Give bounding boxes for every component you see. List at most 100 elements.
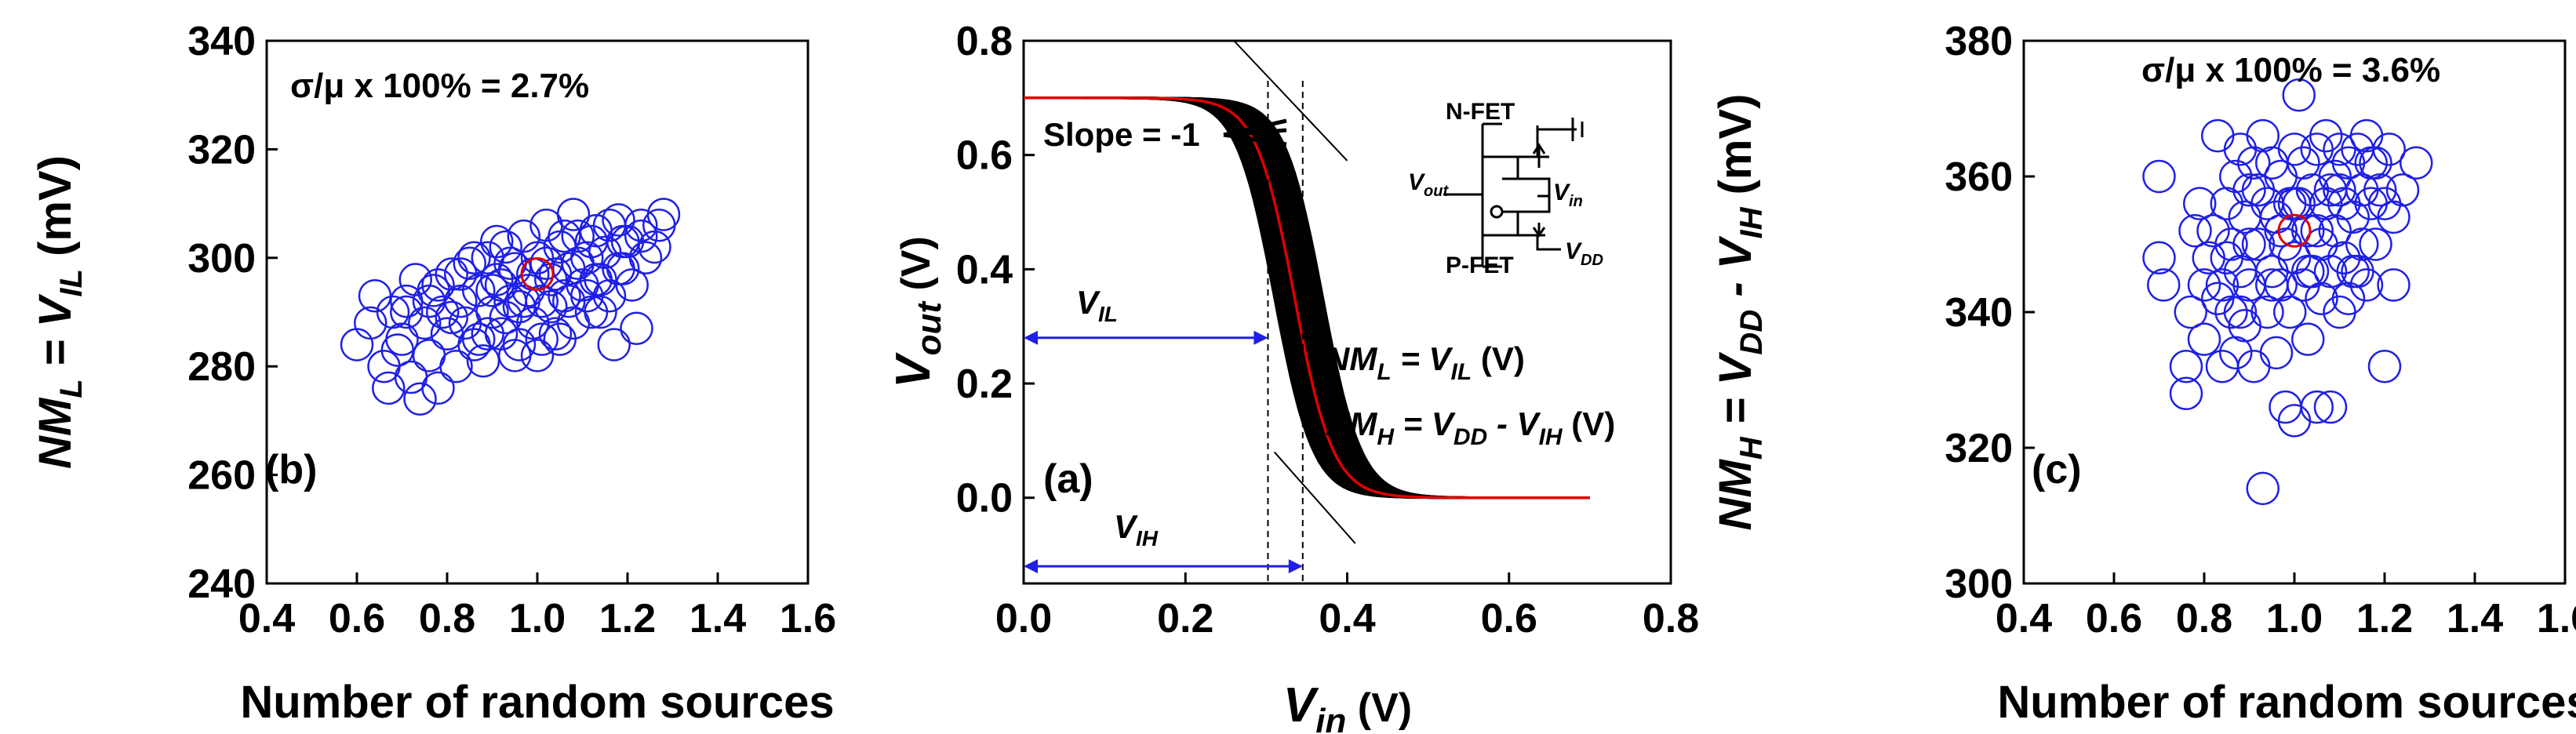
data-point	[2241, 173, 2276, 207]
x-tick-label-b: 1.0	[509, 596, 566, 641]
x-tick-label-c: 0.4	[1996, 596, 2052, 641]
scatter-points-c	[2142, 78, 2433, 506]
x-axis-label-b: Number of random sources	[240, 677, 834, 728]
y-tick-label-c: 300	[1945, 561, 2013, 607]
y-tick-label-c: 340	[1945, 290, 2013, 336]
vout-schematic-label: Vout	[1408, 169, 1449, 200]
data-point	[2250, 295, 2284, 329]
pfet-label: P-FET	[1446, 253, 1514, 278]
vih-arrow-head-right	[1288, 559, 1303, 574]
data-point	[2313, 390, 2348, 424]
data-point	[525, 322, 558, 356]
vil-arrow-head-left	[1024, 330, 1038, 345]
data-point	[2219, 336, 2253, 370]
chart-panel-a: 0.0 0.2 0.4 0.6 0.8 0.0 0.2 0.4 0.6 0.8 Slope = …	[886, 19, 1699, 734]
data-point	[2377, 268, 2410, 302]
data-point	[2214, 295, 2248, 329]
data-point	[2214, 227, 2248, 261]
x-tick-label-c: 1.2	[2356, 596, 2413, 641]
data-point	[403, 382, 437, 416]
data-point	[2187, 268, 2221, 302]
data-point	[2291, 254, 2325, 289]
data-point	[2313, 173, 2348, 207]
schematic-arrow-up	[1532, 143, 1546, 168]
schematic-vdd-wire	[1536, 235, 1561, 251]
y-tick-labels-a: 0.0 0.2 0.4 0.6 0.8	[956, 19, 1013, 521]
x-tick-label-a: 0.8	[1643, 596, 1699, 641]
y-tick-label-a: 0.6	[956, 133, 1013, 179]
y-tick-label-b: 300	[187, 236, 256, 282]
data-point	[2372, 133, 2406, 166]
data-point	[457, 241, 491, 275]
data-point	[548, 278, 581, 313]
y-tick-label-c: 380	[1945, 19, 2013, 64]
x-tick-label-c: 0.8	[2176, 596, 2232, 641]
vih-label: VIH	[1114, 508, 1159, 550]
data-point	[579, 263, 613, 296]
nmh-equation: NMH = VDD - VIH (V)	[1326, 405, 1615, 450]
mean-point	[2277, 213, 2312, 248]
data-point	[475, 295, 509, 329]
x-tick-label-a: 0.6	[1481, 596, 1537, 641]
tick-marks-c	[2022, 39, 2567, 585]
data-point	[561, 219, 595, 253]
data-point	[2223, 295, 2258, 329]
data-point	[2291, 213, 2325, 248]
data-point	[408, 306, 442, 340]
data-point	[2178, 213, 2212, 248]
tick-marks-a	[1022, 39, 1672, 583]
data-point	[498, 339, 532, 372]
data-point	[2277, 241, 2312, 275]
plot-frame-c	[2022, 39, 2567, 585]
data-point	[2187, 322, 2221, 356]
nml-equation: NML = VIL (V)	[1326, 340, 1525, 385]
panel-label-a: (a)	[1043, 456, 1093, 502]
data-point	[2169, 349, 2203, 383]
y-tick-label-b: 340	[187, 19, 256, 64]
data-point	[390, 295, 424, 329]
plot-frame-b	[265, 39, 810, 585]
data-point	[2246, 471, 2279, 506]
data-point	[538, 317, 573, 351]
x-tick-label-b: 1.6	[780, 596, 836, 641]
data-point	[552, 284, 586, 318]
y-tick-label-a: 0.8	[956, 19, 1013, 64]
y-axis-label-a: Vout (V)	[886, 236, 948, 388]
nominal-curve	[1024, 96, 1590, 500]
data-point	[2345, 227, 2379, 261]
schematic-nfet	[1483, 155, 1551, 196]
slope-label: Slope = -1	[1043, 116, 1200, 153]
vin-schematic-label: Vin	[1553, 180, 1583, 210]
data-point	[624, 219, 658, 253]
inverter-schematic	[1443, 118, 1584, 268]
data-point	[2287, 146, 2320, 180]
y-tick-label-c: 360	[1945, 154, 2013, 200]
slope-pointer	[1223, 118, 1287, 147]
x-tick-label-c: 1.0	[2266, 596, 2323, 641]
data-point	[480, 224, 514, 259]
data-point	[2237, 146, 2271, 180]
data-point	[462, 274, 496, 307]
data-point	[602, 252, 635, 285]
data-point	[2183, 187, 2217, 220]
schematic-pfet-bubble	[1490, 205, 1504, 219]
data-point	[638, 230, 671, 264]
data-point	[574, 224, 609, 259]
scatter-points-b	[340, 198, 681, 416]
data-point	[2277, 187, 2312, 220]
data-point	[2264, 268, 2298, 302]
data-point	[354, 306, 387, 340]
data-point	[2291, 322, 2325, 356]
data-point	[439, 349, 473, 383]
data-point	[529, 246, 563, 280]
data-point	[2201, 118, 2235, 153]
data-point	[602, 203, 635, 237]
data-point	[543, 322, 577, 356]
x-axis-label-c: Number of random sources	[1997, 677, 2576, 728]
y-tick-label-c: 320	[1945, 426, 2013, 471]
data-point	[462, 322, 496, 356]
data-point	[2205, 268, 2239, 302]
data-point	[2169, 376, 2203, 411]
data-point	[520, 339, 555, 372]
x-tick-label-b: 0.4	[238, 596, 295, 641]
